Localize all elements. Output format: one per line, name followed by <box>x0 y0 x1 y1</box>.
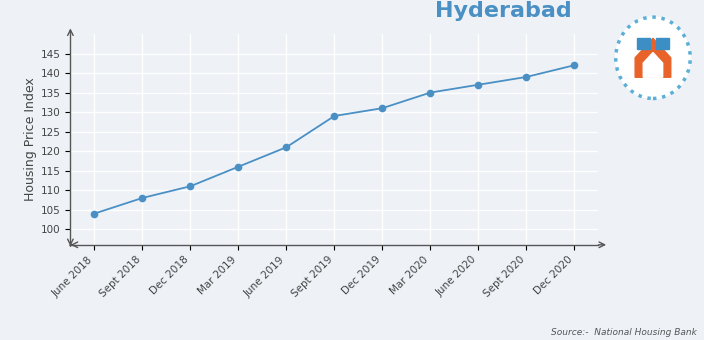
Polygon shape <box>643 52 662 77</box>
Circle shape <box>616 17 690 99</box>
Text: Hyderabad: Hyderabad <box>435 1 572 21</box>
Text: Source:-  National Housing Bank: Source:- National Housing Bank <box>551 328 697 337</box>
Polygon shape <box>637 38 650 49</box>
Polygon shape <box>635 38 671 77</box>
Y-axis label: Housing Price Index: Housing Price Index <box>24 78 37 201</box>
Polygon shape <box>656 38 669 49</box>
